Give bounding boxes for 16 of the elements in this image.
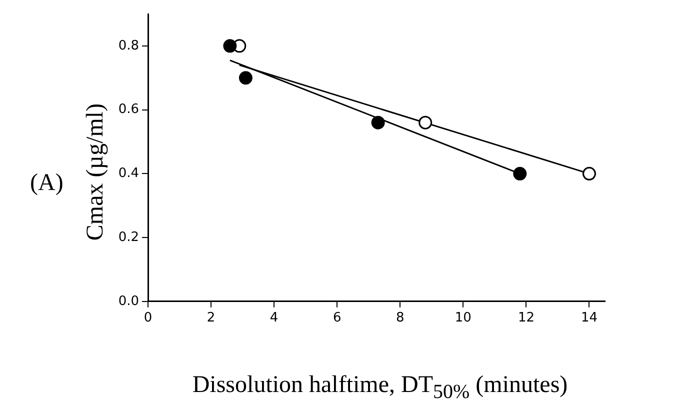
x-tick-label: 14 bbox=[580, 310, 598, 326]
x-tick-label: 4 bbox=[270, 310, 278, 326]
x-axis-title: Dissolution halftime, DT$_{50%}$ (minutes) bbox=[191, 372, 569, 404]
x-tick-label: 2 bbox=[206, 310, 216, 326]
y-tick-label: 0.8 bbox=[118, 38, 139, 54]
x-tick-label: 12 bbox=[518, 310, 534, 326]
x-tick-label: 8 bbox=[396, 310, 404, 326]
x-tick-label: 10 bbox=[454, 310, 472, 326]
y-tick-label: 0.2 bbox=[118, 230, 139, 245]
x-tick-label: 6 bbox=[332, 310, 342, 326]
x-tick-label: 0 bbox=[144, 310, 152, 326]
text: (A) bbox=[30, 170, 64, 197]
y-tick-label: 0.6 bbox=[118, 102, 139, 118]
y-axis-title: Cmax (µg/ml) bbox=[82, 103, 110, 241]
y-tick-label: 0.4 bbox=[118, 166, 139, 182]
y-tick-label: 0.0 bbox=[118, 294, 139, 309]
